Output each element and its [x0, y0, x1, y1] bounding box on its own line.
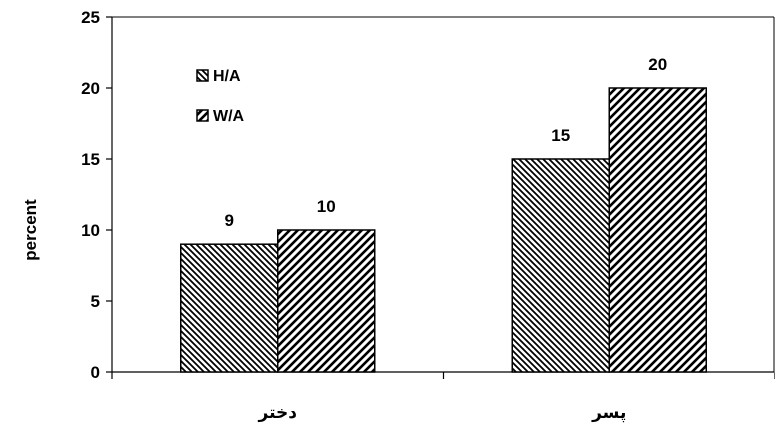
y-tick-label: 25: [81, 8, 100, 27]
labels-group: 0 5 10 15 20 25 9 10 دختر 15 20 پسر: [81, 8, 667, 423]
x-category-label: دختر: [258, 403, 298, 423]
bars-group: [180, 87, 707, 373]
legend-label-h-a: H/A: [213, 68, 241, 85]
data-label: 10: [317, 197, 336, 216]
legend-swatch-h-a: [196, 69, 209, 82]
y-tick-label: 15: [81, 150, 100, 169]
data-label: 20: [648, 55, 667, 74]
legend-swatch-w-a: [196, 109, 209, 122]
bar-h-a-0: [180, 243, 279, 373]
y-tick-label: 20: [81, 79, 100, 98]
bar-h-a-1: [511, 158, 610, 373]
legend-box: [190, 52, 278, 138]
data-label: 9: [225, 211, 234, 230]
y-tick-label: 5: [91, 292, 100, 311]
y-axis-title: percent: [21, 199, 40, 261]
data-label: 15: [551, 126, 570, 145]
x-category-label: پسر: [591, 403, 626, 423]
y-tick-label: 10: [81, 221, 100, 240]
legend-label-w-a: W/A: [213, 108, 245, 125]
legend: H/A W/A: [190, 52, 278, 138]
y-tick-label: 0: [91, 363, 100, 382]
bar-w-a-0: [277, 229, 376, 373]
bar-w-a-1: [608, 87, 707, 373]
